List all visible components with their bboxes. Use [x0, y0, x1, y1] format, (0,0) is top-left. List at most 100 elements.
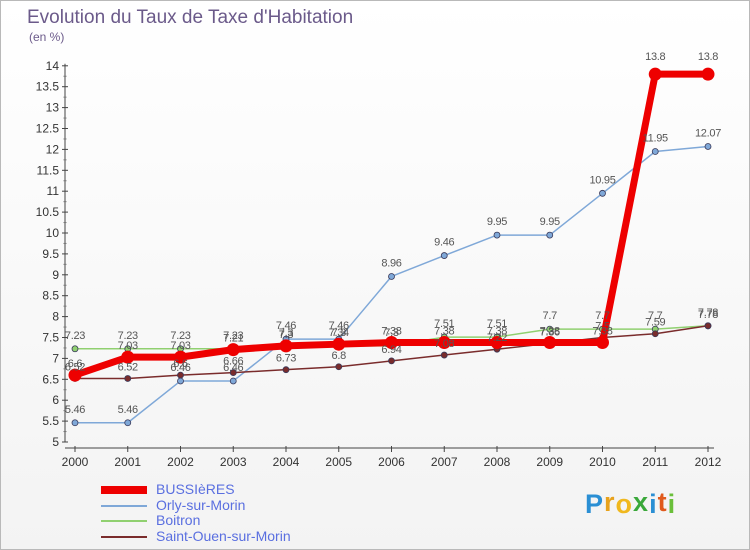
- data-point: [704, 143, 712, 150]
- y-tick-label: 7: [52, 351, 59, 365]
- data-point: [546, 231, 554, 239]
- data-label: 6.6: [173, 358, 188, 370]
- y-tick-label: 5.5: [42, 414, 59, 428]
- y-tick-label: 12.5: [36, 122, 60, 136]
- data-point: [71, 345, 79, 353]
- x-tick-label: 2004: [273, 455, 300, 469]
- data-label: 8.96: [381, 257, 401, 269]
- legend-swatch: [101, 520, 147, 522]
- data-label: 9.95: [540, 216, 560, 228]
- x-tick-label: 2008: [484, 455, 511, 469]
- data-point: [385, 336, 398, 350]
- data-label: 6.94: [381, 344, 401, 356]
- y-tick-label: 8.5: [42, 289, 59, 303]
- data-label: 7.3: [384, 327, 399, 339]
- data-label: 7.59: [645, 317, 665, 329]
- data-point: [543, 336, 557, 350]
- data-label: 7.7: [543, 310, 558, 322]
- legend-label: Boitron: [156, 512, 201, 528]
- data-point: [229, 369, 237, 377]
- data-point: [599, 189, 606, 197]
- data-label: 7.51: [434, 318, 454, 330]
- data-label: 5.46: [118, 404, 138, 416]
- data-label: 10.95: [589, 174, 615, 186]
- x-tick-label: 2012: [695, 455, 722, 469]
- data-label: 7.38: [592, 326, 612, 338]
- y-tick-label: 6.5: [42, 372, 59, 386]
- data-point: [388, 357, 395, 365]
- y-tick-label: 12: [46, 142, 60, 156]
- legend-swatch: [101, 535, 147, 538]
- data-label: 7.38: [540, 326, 560, 338]
- y-tick-label: 11.5: [37, 163, 60, 177]
- chart-subtitle: (en %): [29, 30, 65, 44]
- y-tick-label: 6: [52, 393, 59, 407]
- data-point: [704, 322, 712, 330]
- data-label: 5.46: [65, 404, 85, 416]
- data-label: 6.6: [68, 358, 83, 370]
- data-label: 7.3: [332, 327, 347, 339]
- data-label: 6.8: [332, 350, 347, 362]
- chart-title: Evolution du Taux de Taxe d'Habitation: [27, 7, 354, 28]
- logo-letter: r: [604, 487, 616, 517]
- logo-letter: i: [667, 489, 677, 519]
- data-label: 7.3: [279, 329, 294, 341]
- x-tick-label: 2003: [220, 455, 247, 469]
- y-tick-label: 13.5: [36, 80, 60, 94]
- data-label: 6.52: [65, 361, 85, 373]
- x-tick-label: 2002: [167, 455, 194, 469]
- data-point: [440, 252, 448, 259]
- y-tick-label: 5: [52, 435, 59, 449]
- y-tick-label: 14: [46, 59, 60, 73]
- y-tick-label: 9.5: [42, 247, 59, 261]
- legend-label: Saint-Ouen-sur-Morin: [156, 527, 291, 544]
- data-point: [124, 375, 132, 382]
- x-tick-label: 2005: [325, 455, 352, 469]
- legend-swatch: [101, 504, 147, 507]
- data-label: 12.07: [695, 127, 721, 139]
- y-tick-label: 7.5: [42, 331, 59, 345]
- data-point: [596, 336, 609, 350]
- data-label: 6.46: [170, 362, 190, 374]
- data-label: 9.95: [487, 216, 507, 228]
- data-label: 13.8: [698, 51, 718, 63]
- data-point: [121, 350, 135, 364]
- data-label: 7.46: [276, 320, 296, 332]
- data-point: [701, 67, 715, 81]
- data-point: [177, 371, 184, 379]
- logo-letter: o: [615, 489, 634, 519]
- data-label: 9.46: [434, 237, 454, 249]
- data-label: 7.08: [434, 338, 454, 350]
- data-label: 7.23: [223, 330, 243, 342]
- data-label: 6.73: [276, 353, 296, 365]
- x-tick-label: 2001: [114, 455, 141, 469]
- logo-letter: x: [633, 487, 650, 517]
- data-point: [177, 377, 184, 385]
- logo-letter: i: [649, 489, 658, 519]
- logo-letter: P: [585, 489, 605, 519]
- x-tick-label: 2010: [589, 455, 616, 469]
- data-point: [332, 337, 346, 351]
- data-label: 7.22: [487, 332, 507, 344]
- y-tick-label: 10.5: [36, 205, 60, 219]
- data-point: [279, 339, 293, 353]
- data-point: [651, 330, 659, 338]
- x-tick-label: 2009: [536, 455, 563, 469]
- data-point: [437, 336, 451, 350]
- data-point: [651, 148, 659, 155]
- data-label: 7.7: [595, 310, 610, 322]
- data-label: 6.52: [118, 361, 138, 373]
- data-point: [124, 419, 132, 427]
- data-label: 7.21: [223, 333, 243, 345]
- x-tick-label: 2000: [62, 455, 89, 469]
- data-label: 6.66: [223, 356, 243, 368]
- x-tick-label: 2011: [642, 455, 668, 469]
- data-label: 7.5: [595, 321, 610, 333]
- y-tick-label: 11: [47, 184, 60, 198]
- data-label: 7.03: [118, 340, 138, 352]
- data-point: [440, 351, 448, 359]
- data-label: 7.23: [170, 330, 190, 342]
- data-point: [71, 419, 79, 427]
